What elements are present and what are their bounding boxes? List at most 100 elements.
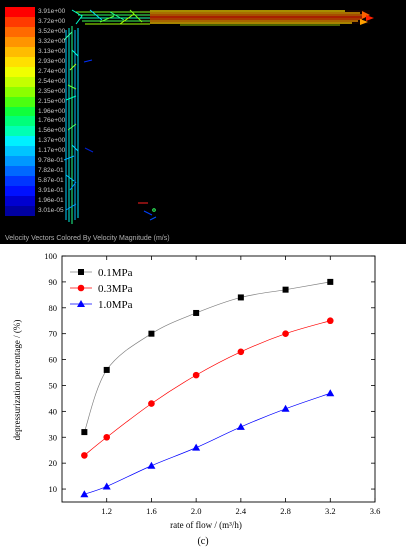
low-velocity-vectors (83, 59, 157, 221)
data-point-circle (148, 400, 155, 407)
colorbar-label: 2.35e+00 (38, 87, 66, 95)
colorbar-swatch (5, 156, 35, 167)
y-tick-label: 10 (49, 484, 58, 494)
y-tick-label: 20 (49, 458, 58, 468)
colorbar-label: 1.37e+00 (38, 137, 66, 145)
chart-legend: 0.1MPa 0.3MPa 1.0MPa (70, 267, 133, 311)
colorbar-swatch (5, 116, 35, 127)
legend-label: 0.3MPa (98, 283, 133, 295)
colorbar-swatch (5, 176, 35, 187)
colorbar-label: 2.54e+00 (38, 77, 66, 85)
y-axis-label: depressurization percentage / (%) (12, 320, 22, 441)
colorbar-label: 3.01e-05 (38, 207, 64, 215)
colorbar-label: 1.76e+00 (38, 117, 66, 125)
colorbar-label: 3.91e-01 (38, 187, 64, 195)
colorbar-label: 5.87e-01 (38, 177, 64, 185)
colorbar-swatch (5, 26, 35, 38)
colorbar-swatch (5, 16, 35, 28)
colorbar-swatch (5, 126, 35, 137)
y-tick-label: 40 (49, 406, 58, 416)
x-tick-label: 2.4 (236, 506, 247, 516)
cfd-caption: Velocity Vectors Colored By Velocity Mag… (5, 235, 170, 242)
data-point-square (193, 309, 200, 316)
plot-frame (61, 255, 376, 503)
colorbar-label: 3.91e+00 (38, 7, 66, 15)
y-tick-label: 50 (49, 380, 58, 390)
data-point-circle (326, 317, 334, 325)
legend-label: 0.1MPa (98, 267, 133, 279)
data-markers (80, 278, 335, 498)
colorbar-label: 1.96e+00 (38, 107, 66, 115)
data-point-circle (81, 452, 88, 459)
x-tick-label: 1.2 (101, 506, 112, 516)
colorbar-label: 1.96e-01 (38, 197, 64, 205)
data-point-triangle (102, 482, 111, 490)
data-point-square (237, 294, 244, 301)
colorbar-swatch (5, 96, 35, 107)
colorbar-label: 3.52e+00 (38, 27, 66, 35)
colorbar-swatch (5, 86, 35, 98)
colorbar-swatch (5, 196, 35, 207)
data-point-triangle (281, 404, 290, 412)
fit-curves (84, 281, 331, 495)
axes-frame (61, 255, 376, 503)
colorbar-swatch (5, 146, 35, 157)
y-tick-label: 30 (49, 432, 58, 442)
data-point-triangle (326, 389, 335, 397)
x-tick-label: 3.6 (370, 506, 381, 516)
x-axis-label: rate of flow / (m³/h) (170, 520, 242, 530)
y-tick-label: 60 (49, 355, 58, 365)
series-curve (84, 392, 331, 495)
colorbar-swatch (5, 136, 35, 147)
depressurization-chart: 1.2 1.6 2.0 2.4 2.8 3.2 3.6 10 20 30 40 50 60 70 80 90 1… (12, 251, 380, 530)
velocity-vector-field (63, 9, 374, 224)
legend-marker (78, 269, 84, 275)
horizontal-pipe-vectors (140, 10, 374, 26)
tick-labels: 1.2 1.6 2.0 2.4 2.8 3.2 3.6 10 20 30 40 50 60 70 80 90 1… (44, 251, 380, 516)
corner-mixing-vectors (71, 9, 150, 25)
colorbar-swatch (5, 106, 35, 117)
colorbar-label: 7.82e-01 (38, 167, 64, 175)
data-point-square (148, 330, 155, 337)
colorbar-label: 2.74e+00 (38, 67, 66, 75)
vertical-pipe-vectors (63, 26, 79, 224)
colorbar-label: 2.15e+00 (38, 97, 66, 105)
velocity-colorbar (5, 7, 35, 217)
y-tick-label: 100 (44, 251, 57, 261)
colorbar-label: 9.78e-01 (38, 157, 64, 165)
data-point-square (103, 366, 110, 373)
colorbar-label: 2.93e+00 (38, 57, 66, 65)
colorbar-label: 3.32e+00 (38, 37, 66, 45)
data-point-triangle (236, 422, 245, 430)
colorbar-label: 3.13e+00 (38, 47, 66, 55)
series-curve (84, 320, 331, 456)
data-point-triangle (192, 443, 201, 451)
x-tick-label: 2.8 (280, 506, 291, 516)
data-point-square (282, 286, 289, 293)
colorbar-swatch (5, 7, 35, 18)
data-point-circle (103, 433, 111, 441)
data-point-square (81, 429, 88, 436)
data-point-circle (237, 348, 245, 356)
legend-marker (77, 284, 85, 292)
data-point-circle (192, 371, 200, 379)
colorbar-swatch (5, 66, 35, 78)
data-point-triangle (80, 490, 89, 498)
colorbar-swatch (5, 186, 35, 197)
colorbar-swatch (5, 56, 35, 68)
legend-marker (77, 300, 85, 307)
colorbar-swatch (5, 46, 35, 58)
colorbar-swatch (5, 36, 35, 48)
data-point-circle (282, 330, 289, 337)
x-tick-label: 3.2 (325, 506, 336, 516)
colorbar-label: 3.72e+00 (38, 17, 66, 25)
x-tick-label: 2.0 (191, 506, 202, 516)
data-point-square (327, 278, 334, 285)
y-tick-label: 70 (49, 329, 58, 339)
cfd-velocity-panel: 3.91e+00 3.72e+00 3.52e+00 3.32e+00 3.13e+00… (0, 0, 406, 244)
colorbar-swatch (5, 206, 35, 217)
y-tick-label: 90 (49, 277, 58, 287)
colorbar-swatch (5, 166, 35, 177)
y-tick-label: 80 (49, 303, 58, 313)
colorbar-label: 1.56e+00 (38, 127, 66, 135)
